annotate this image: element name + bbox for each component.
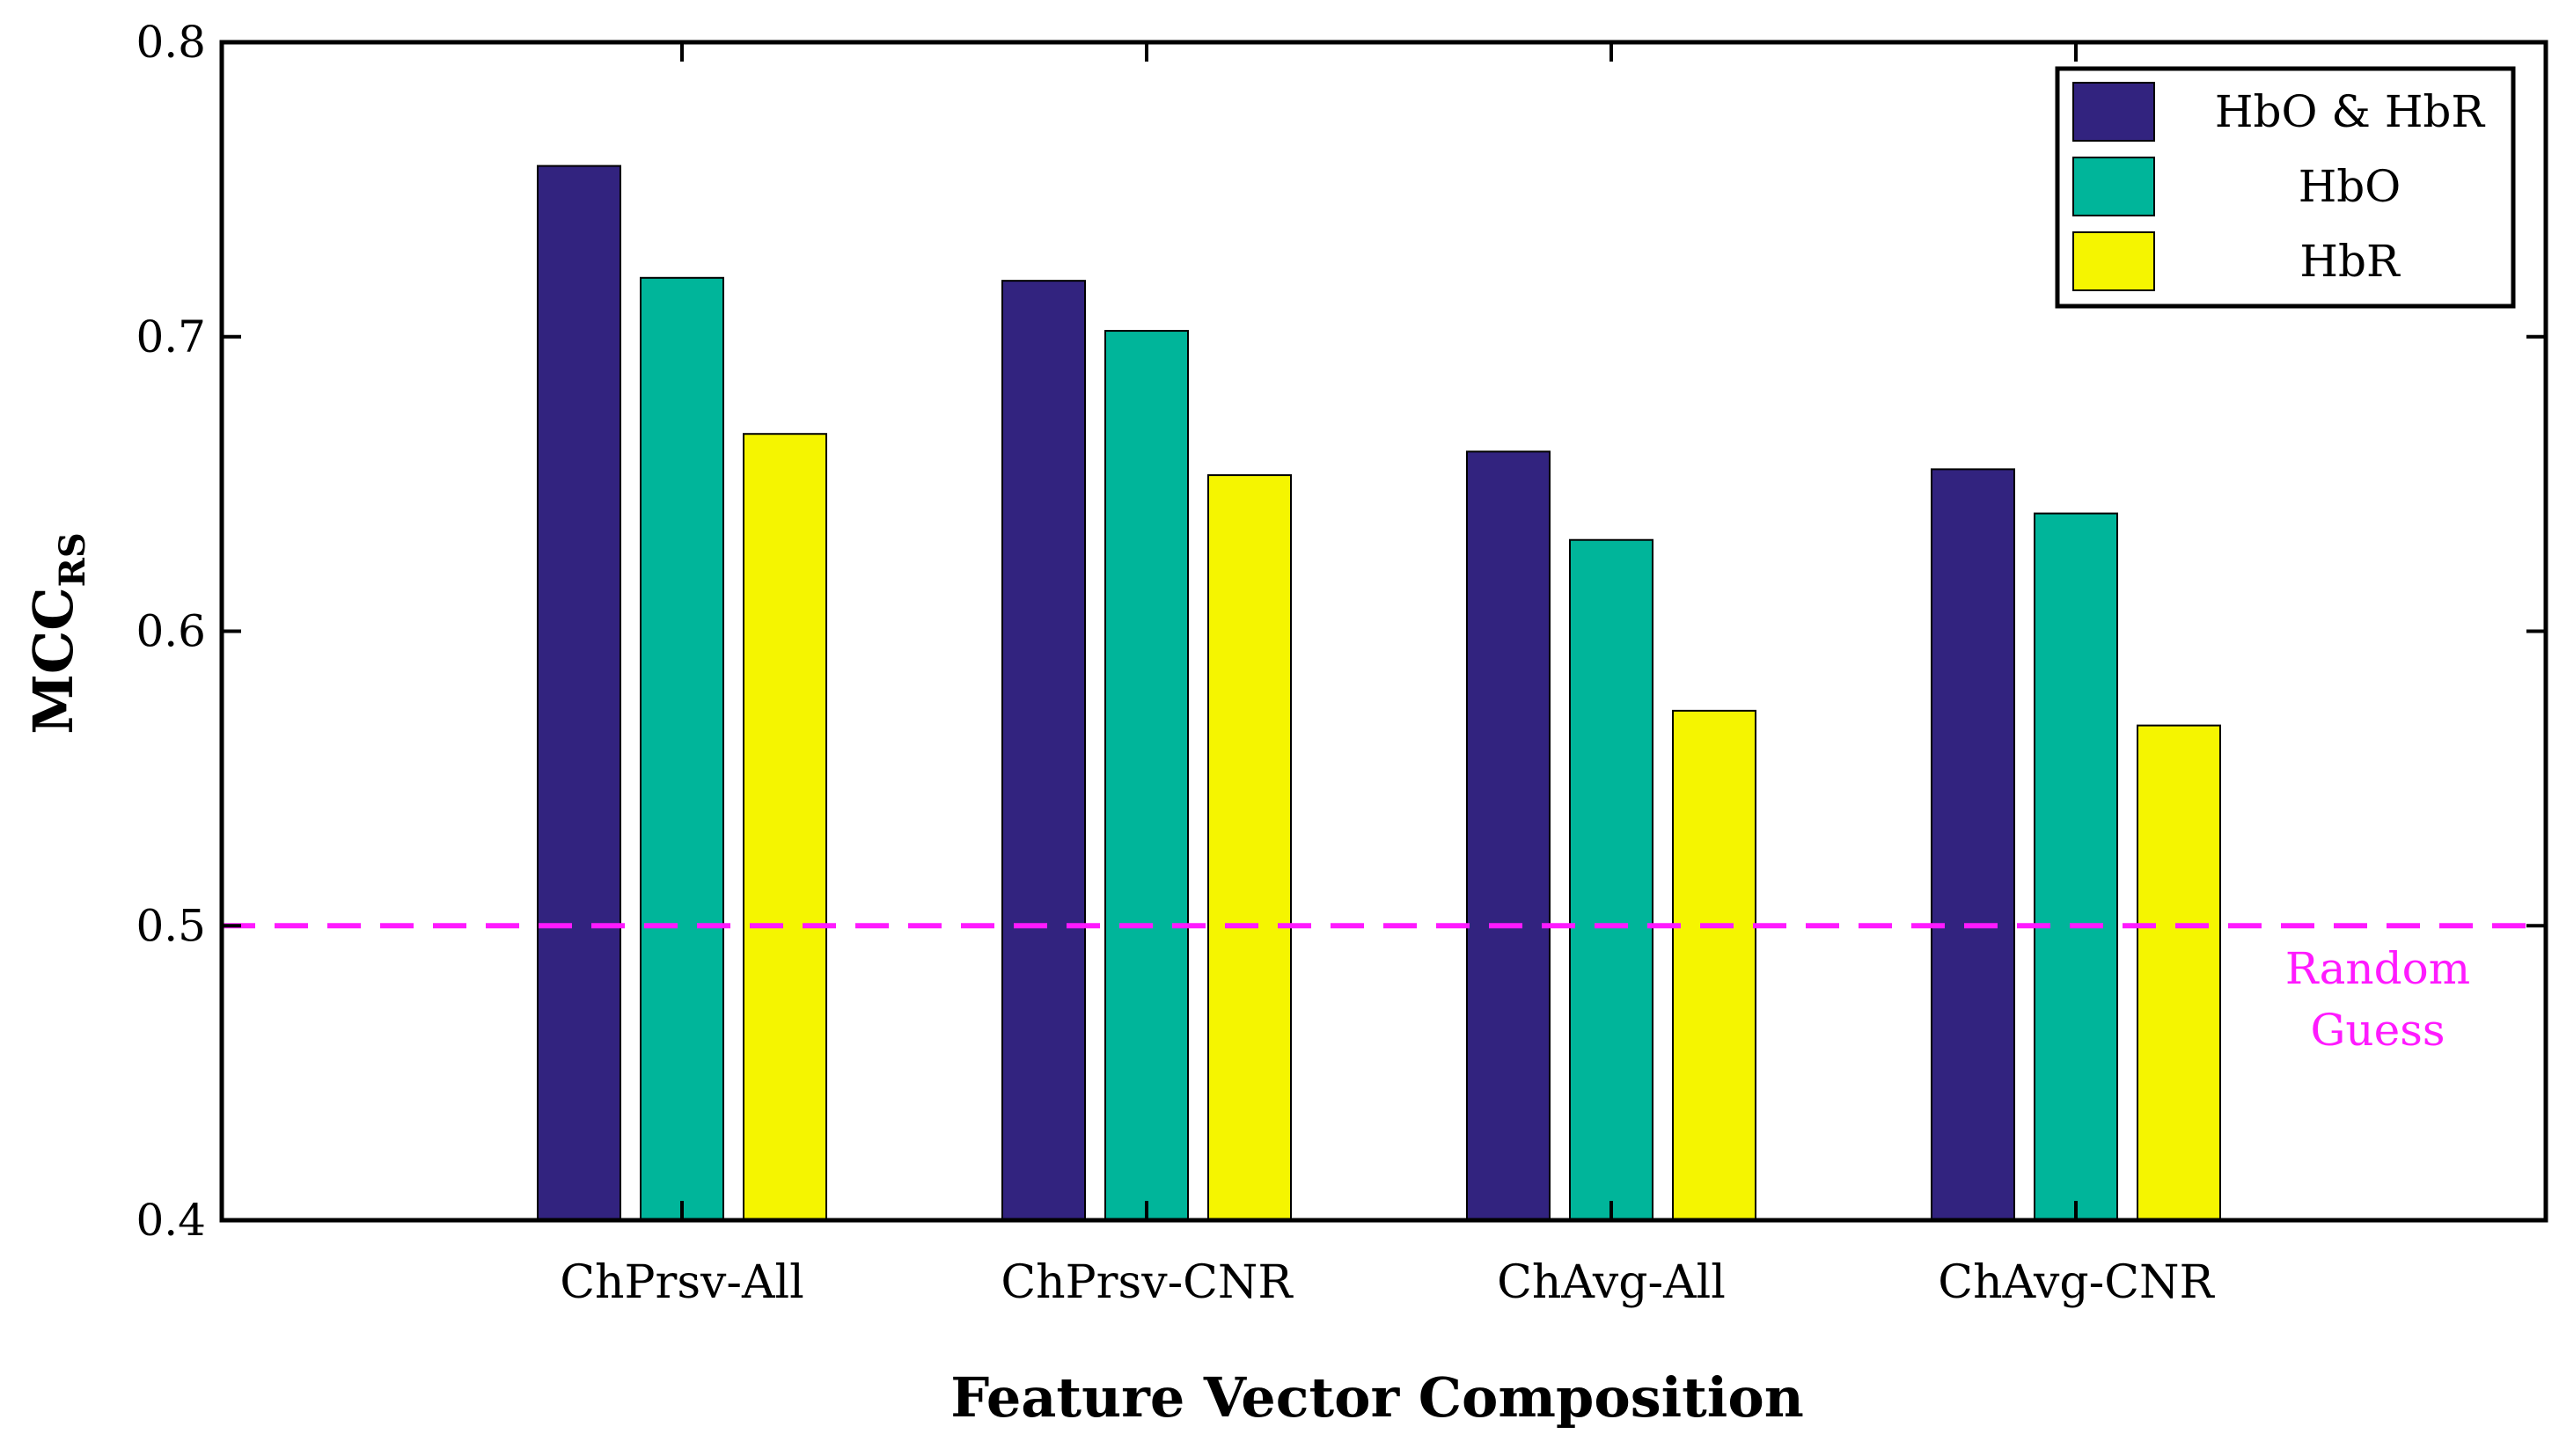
- bars-layer: [537, 165, 2221, 1222]
- legend-swatch: [2072, 82, 2155, 142]
- legend-label: HbR: [2299, 236, 2401, 287]
- bar-chprsv-all-1: [640, 276, 724, 1221]
- legend: HbO & HbR HbO HbR: [2055, 66, 2516, 309]
- y-tick-label: 0.8: [136, 17, 206, 68]
- bar-chavg-all-2: [1672, 709, 1756, 1221]
- x-tick-label: ChAvg-All: [1497, 1256, 1726, 1309]
- bar-chavg-all-1: [1569, 538, 1653, 1221]
- y-tick-label: 0.6: [136, 606, 206, 657]
- legend-label: HbO: [2299, 161, 2401, 212]
- y-tick-label: 0.4: [136, 1195, 206, 1246]
- bar-chavg-cnr-2: [2137, 724, 2221, 1221]
- x-tick-label: ChPrsv-CNR: [1001, 1256, 1294, 1309]
- legend-swatch: [2072, 157, 2155, 216]
- y-axis-title: MCCRS: [21, 532, 93, 734]
- y-tick-label: 0.5: [136, 900, 206, 951]
- x-tick-label: ChPrsv-All: [560, 1256, 804, 1309]
- bar-chprsv-cnr-0: [1001, 280, 1086, 1222]
- legend-label: HbO & HbR: [2215, 86, 2486, 137]
- x-axis-title: Feature Vector Composition: [950, 1365, 1804, 1430]
- random-guess-label-line2: Guess: [2310, 1005, 2445, 1056]
- bar-chprsv-all-2: [743, 433, 827, 1221]
- x-tick-label: ChAvg-CNR: [1938, 1256, 2215, 1309]
- axes-layer: ChPrsv-All ChPrsv-CNR ChAvg-All ChAvg-CNR 0.…: [136, 17, 2548, 1309]
- bar-chavg-cnr-0: [1931, 468, 2015, 1221]
- y-axis-title-subscript: RS: [52, 532, 93, 587]
- random-guess-label-line1: Random: [2285, 943, 2470, 994]
- y-axis-title-main: MCC: [21, 587, 85, 734]
- y-tick-label: 0.7: [136, 311, 206, 362]
- bar-chprsv-all-0: [537, 165, 621, 1222]
- legend-swatch: [2072, 231, 2155, 291]
- bar-chavg-all-0: [1466, 450, 1551, 1221]
- bar-chavg-cnr-1: [2034, 512, 2118, 1221]
- bar-chprsv-cnr-1: [1104, 330, 1189, 1221]
- bar-chprsv-cnr-2: [1207, 474, 1292, 1221]
